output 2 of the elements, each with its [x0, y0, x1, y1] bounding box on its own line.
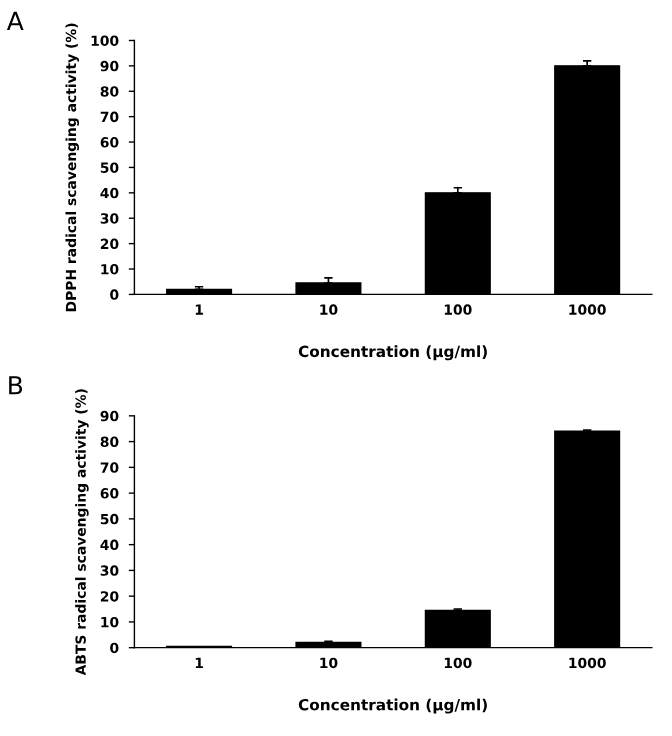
chart-title: A: [6, 11, 24, 31]
chart-title: B: [9, 376, 23, 395]
